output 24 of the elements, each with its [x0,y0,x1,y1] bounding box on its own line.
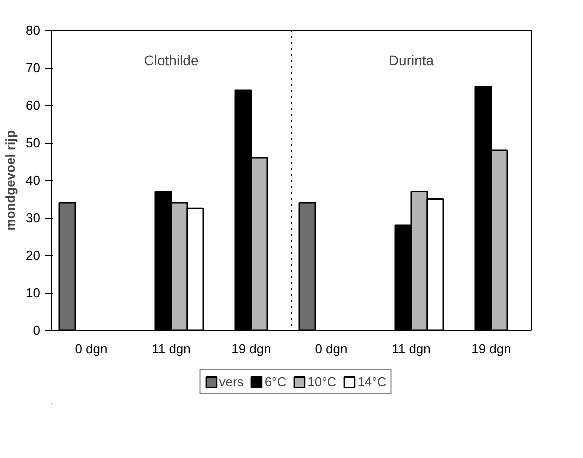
legend-label: 10°C [308,374,337,389]
legend-label: vers [219,374,244,389]
y-tick-label: 10 [26,286,41,300]
x-tick-label: 19 dgn [472,342,512,356]
y-axis-title: mondgevoel rijp [3,130,18,231]
x-tick-label: 11 dgn [392,342,431,356]
y-tick-label: 30 [26,210,41,226]
y-tick-label: 50 [26,136,41,150]
y-tick-label: 20 [26,248,41,263]
legend-label: 14°C [358,374,387,389]
x-tick-label: 11 dgn [152,342,191,356]
annotation: Clothilde [144,52,199,68]
bar [58,202,76,330]
bar [298,202,316,330]
y-tick-label: 40 [26,173,41,188]
y-tick-label: 60 [26,98,41,113]
x-tick-label: 0 dgn [75,342,108,356]
y-tick-label: 0 [33,323,41,338]
x-tick-label: 19 dgn [232,342,272,356]
y-tick-label: 70 [26,60,41,76]
x-tick-label: 0 dgn [315,342,348,356]
y-tick-label: 80 [26,23,41,38]
annotation: Durinta [388,52,434,68]
legend-label: 6°C [264,374,287,389]
